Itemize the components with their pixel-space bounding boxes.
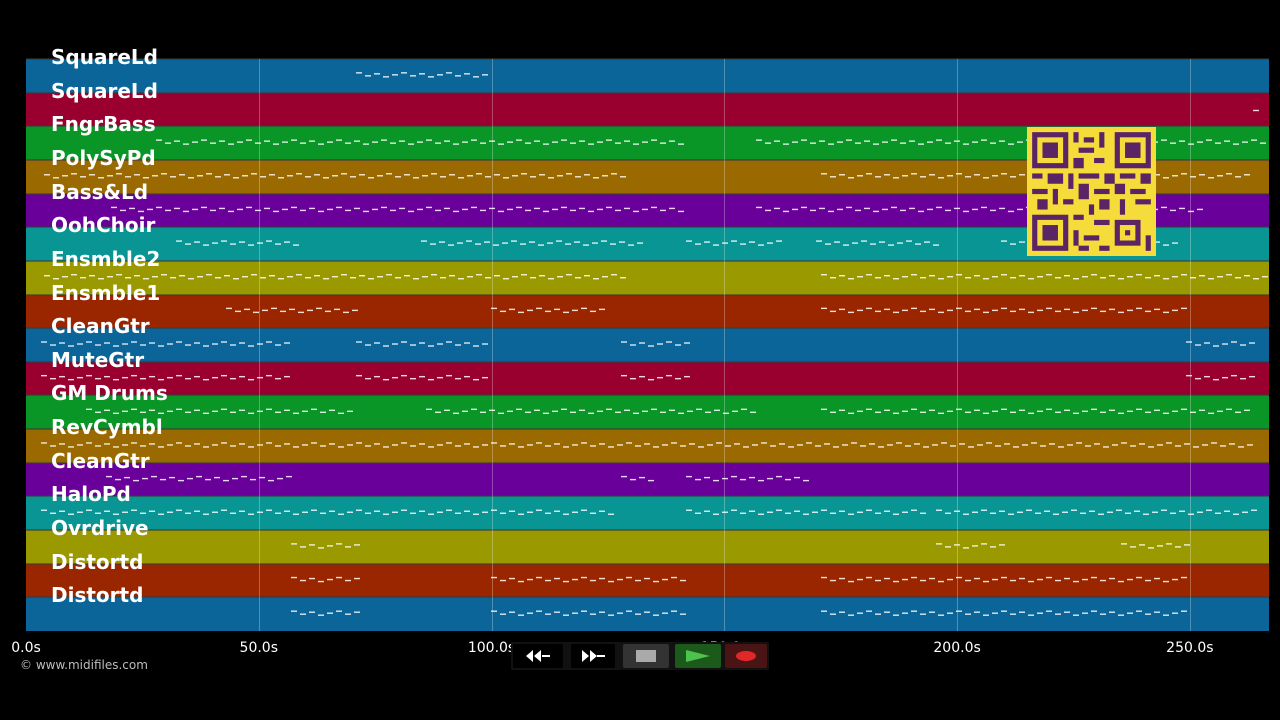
track-separator xyxy=(26,293,1269,296)
play-button[interactable] xyxy=(675,644,721,668)
track-label: GM Drums xyxy=(51,381,168,406)
qr-code-icon xyxy=(1032,132,1151,251)
track-separator xyxy=(26,428,1269,431)
time-gridline xyxy=(491,59,493,631)
copyright-text: © www.midifiles.com xyxy=(20,658,148,672)
track-label: RevCymbl xyxy=(51,415,163,440)
track-label: CleanGtr xyxy=(51,314,150,339)
track-label: Ensmble1 xyxy=(51,280,161,305)
track-lane[interactable] xyxy=(26,294,1269,329)
track-lane[interactable] xyxy=(26,462,1269,497)
time-tick-label: 50.0s xyxy=(239,640,278,656)
track-separator xyxy=(26,394,1269,397)
track-lane[interactable] xyxy=(26,92,1269,127)
qr-code xyxy=(1027,127,1156,256)
track-separator xyxy=(26,259,1269,262)
track-label: CleanGtr xyxy=(51,448,150,473)
stop-icon xyxy=(636,650,656,662)
track-separator xyxy=(26,495,1269,498)
rewind-icon xyxy=(526,650,550,662)
track-label: Bass&Ld xyxy=(51,179,149,204)
track-separator xyxy=(26,192,1269,195)
track-label: Distortd xyxy=(51,549,144,574)
track-lane[interactable] xyxy=(26,395,1269,430)
track-separator xyxy=(26,360,1269,363)
time-gridline xyxy=(258,59,260,631)
track-label: FngrBass xyxy=(51,112,156,137)
track-separator xyxy=(26,58,1269,60)
track-label: Ensmble2 xyxy=(51,246,161,271)
record-button[interactable] xyxy=(725,644,767,668)
track-separator xyxy=(26,461,1269,464)
track-separator xyxy=(26,125,1269,128)
track-lane[interactable] xyxy=(26,563,1269,598)
track-label: HaloPd xyxy=(51,482,131,507)
track-lane[interactable] xyxy=(26,496,1269,531)
track-separator xyxy=(26,327,1269,330)
track-label: OohChoir xyxy=(51,213,156,238)
track-separator xyxy=(26,596,1269,599)
track-lane[interactable] xyxy=(26,361,1269,396)
time-tick-label: 0.0s xyxy=(11,640,41,656)
track-lane[interactable] xyxy=(26,59,1269,93)
time-tick-label: 100.0s xyxy=(467,640,516,656)
time-tick-label: 250.0s xyxy=(1166,640,1214,656)
track-lane[interactable] xyxy=(26,597,1269,631)
track-label: Ovrdrive xyxy=(51,516,149,541)
track-separator xyxy=(26,226,1269,229)
track-lane[interactable] xyxy=(26,260,1269,295)
time-gridline xyxy=(957,59,959,631)
track-separator xyxy=(26,562,1269,565)
track-label: MuteGtr xyxy=(51,347,145,372)
time-tick-label: 200.0s xyxy=(933,640,981,656)
track-lane[interactable] xyxy=(26,429,1269,463)
track-label: SquareLd xyxy=(51,78,158,103)
track-lane[interactable] xyxy=(26,530,1269,564)
track-label: Distortd xyxy=(51,583,144,608)
fast-forward-icon xyxy=(582,650,605,662)
rewind-button[interactable] xyxy=(513,644,563,668)
stop-button[interactable] xyxy=(623,644,669,668)
track-lane[interactable] xyxy=(26,328,1269,362)
play-icon xyxy=(686,650,710,662)
track-label: PolySyPd xyxy=(51,145,156,170)
time-gridline xyxy=(724,59,726,631)
track-label: SquareLd xyxy=(51,45,158,69)
fast-forward-button[interactable] xyxy=(571,644,615,668)
track-separator xyxy=(26,158,1269,161)
time-gridline xyxy=(1189,59,1191,631)
track-separator xyxy=(26,91,1269,94)
track-separator xyxy=(26,529,1269,532)
record-icon xyxy=(736,651,756,661)
transport-bar xyxy=(511,642,769,670)
